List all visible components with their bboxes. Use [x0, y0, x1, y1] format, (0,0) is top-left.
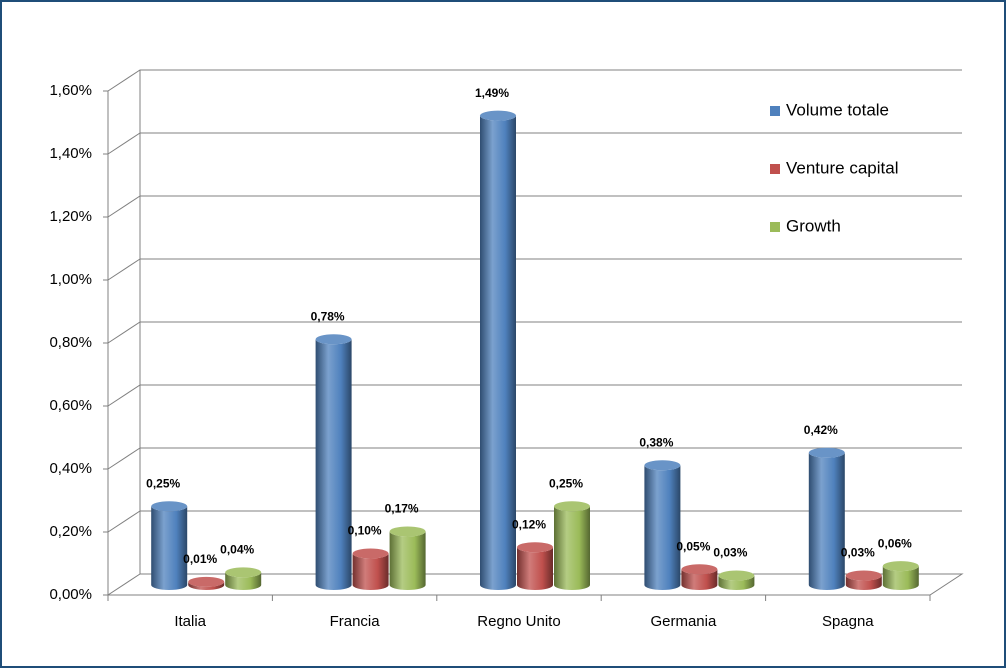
value-label: 0,17% [385, 502, 419, 516]
grid-line [107, 510, 962, 533]
y-tick-label: 1,20% [49, 208, 92, 225]
bar [480, 115, 516, 591]
bar-top [808, 447, 845, 458]
bar [845, 575, 882, 590]
x-tick-label: Germania [650, 613, 717, 630]
bar-top [188, 576, 225, 587]
grid-line [107, 447, 962, 470]
bar [554, 506, 590, 590]
bar-top [644, 460, 681, 471]
y-tick-label: 1,00% [49, 271, 92, 288]
bar-top [480, 110, 516, 121]
legend-swatch [770, 222, 780, 232]
bar-top [882, 561, 919, 572]
bar [225, 572, 262, 591]
floor [106, 573, 964, 596]
legend-label: Growth [786, 216, 841, 235]
x-tick-label: Francia [330, 613, 381, 630]
bar [882, 566, 919, 590]
value-label: 0,38% [639, 435, 673, 449]
bar-top [718, 570, 755, 581]
bar [808, 452, 845, 590]
value-label: 0,10% [348, 524, 382, 538]
y-tick-label: 1,40% [49, 145, 92, 162]
value-label: 0,42% [804, 423, 838, 437]
value-label: 0,12% [512, 517, 546, 531]
grid-line [107, 258, 962, 281]
y-tick-label: 0,00% [49, 586, 92, 603]
bar [644, 465, 681, 590]
value-label: 0,25% [549, 476, 583, 490]
value-label: 0,25% [146, 476, 180, 490]
x-tick-label: Spagna [822, 613, 874, 630]
value-label: 0,03% [841, 546, 875, 560]
bar-top [315, 334, 352, 345]
grid-line [107, 384, 962, 407]
x-tick-label: Italia [174, 613, 206, 630]
bar-top [681, 564, 718, 575]
bar [315, 339, 352, 590]
legend-swatch [770, 106, 780, 116]
bar-top [517, 542, 553, 553]
y-tick-label: 0,80% [49, 334, 92, 351]
value-label: 0,06% [878, 536, 912, 550]
bar-top [554, 501, 590, 512]
value-label: 0,03% [713, 546, 747, 560]
bar [352, 553, 389, 590]
legend-label: Volume totale [786, 100, 889, 119]
bar [517, 547, 553, 590]
grid-line [107, 321, 962, 344]
bar-top [389, 526, 426, 537]
bar-top [151, 501, 188, 512]
value-label: 0,01% [183, 552, 217, 566]
bar-top [845, 570, 882, 581]
value-label: 0,04% [220, 543, 254, 557]
value-label: 0,78% [311, 309, 345, 323]
x-tick-label: Regno Unito [477, 613, 560, 630]
y-tick-label: 0,20% [49, 523, 92, 540]
legend-label: Venture capital [786, 158, 898, 177]
legend-swatch [770, 164, 780, 174]
bar [389, 531, 426, 590]
value-label: 1,49% [475, 86, 509, 100]
grid-line [107, 69, 962, 92]
grid-line [107, 132, 962, 155]
bar-top [352, 548, 389, 559]
bar [151, 506, 188, 590]
value-label: 0,05% [676, 539, 710, 553]
bar-top [225, 567, 262, 578]
y-tick-label: 1,60% [49, 82, 92, 99]
bar [718, 575, 755, 590]
y-tick-label: 0,40% [49, 460, 92, 477]
bar [188, 581, 225, 590]
grid-line [107, 195, 962, 218]
y-tick-label: 0,60% [49, 397, 92, 414]
bar [681, 569, 718, 590]
